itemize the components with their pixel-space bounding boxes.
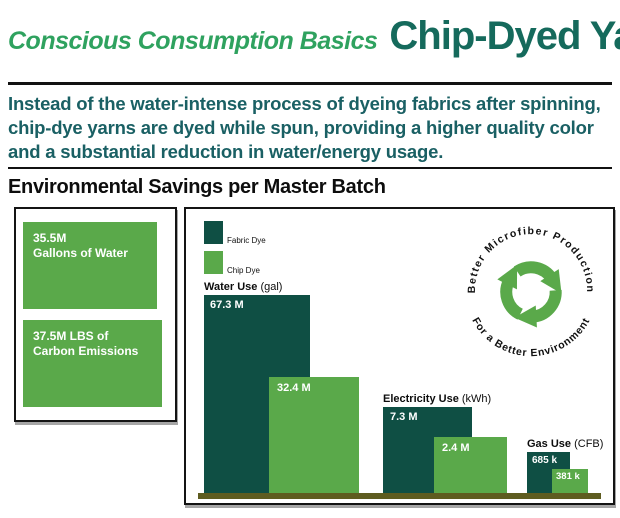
- group-unit: (gal): [260, 281, 283, 293]
- badge-arc-top-text: Better Microfiber Production: [466, 225, 595, 293]
- section-title: Environmental Savings per Master Batch: [8, 176, 386, 198]
- stat-label: Gallons of Water: [33, 246, 128, 260]
- group-label-text: Gas Use: [527, 438, 572, 450]
- legend-label-fabric-dye: Fabric Dye: [227, 236, 266, 245]
- svg-text:For a Better Environment: For a Better Environment: [469, 316, 592, 360]
- bar-value: 32.4 M: [277, 382, 311, 394]
- intro-line: and a substantial reduction in water/ene…: [8, 141, 444, 162]
- bar-value: 685 k: [532, 455, 558, 466]
- chart-baseline: [198, 493, 601, 499]
- bar-value: 67.3 M: [210, 299, 244, 311]
- group-unit: (kWh): [461, 393, 492, 405]
- stat-value: 35.5M: [33, 231, 67, 245]
- stat-label: Carbon Emissions: [33, 344, 139, 358]
- group-label-text: Electricity Use: [383, 393, 459, 405]
- recycling-icon: [497, 261, 562, 328]
- page-title: Chip-Dyed Yarn: [389, 14, 620, 58]
- legend-label-chip-dye: Chip Dye: [227, 266, 260, 275]
- group-label-water-use: Water Use (gal): [204, 281, 282, 293]
- eco-badge: Better Microfiber Production For a Bette…: [466, 225, 596, 360]
- stats-panel: 35.5M Gallons of Water 37.5M LBS of Carb…: [14, 207, 177, 422]
- bar-gas-chip-dye: 381 k: [552, 469, 588, 494]
- bar-electricity-chip-dye: 2.4 M: [434, 437, 507, 494]
- bar-value: 2.4 M: [442, 442, 470, 454]
- section-divider: [8, 167, 612, 169]
- stat-value: 37.5M LBS of: [33, 329, 109, 343]
- header: Conscious Consumption Basics Chip-Dyed Y…: [8, 14, 620, 59]
- stat-box-water-savings: 35.5M Gallons of Water: [23, 222, 157, 309]
- legend-swatch-chip-dye: [204, 251, 223, 274]
- group-label-electricity-use: Electricity Use (kWh): [383, 393, 491, 405]
- bar-value: 381 k: [556, 471, 580, 482]
- series-kicker: Conscious Consumption Basics: [8, 27, 378, 55]
- stat-box-carbon-savings: 37.5M LBS of Carbon Emissions: [23, 320, 162, 407]
- group-label-text: Water Use: [204, 281, 258, 293]
- group-label-gas-use: Gas Use (CFB): [527, 438, 603, 450]
- bar-value: 7.3 M: [390, 411, 418, 423]
- intro-line: chip-dye yarns are dyed while spun, prov…: [8, 117, 594, 138]
- badge-arc-bottom-text: For a Better Environment: [469, 316, 591, 360]
- group-unit: (CFB): [574, 438, 604, 450]
- intro-line: Instead of the water-intense process of …: [8, 93, 601, 114]
- chart-panel: Fabric Dye Chip Dye Water Use (gal) 67.3…: [184, 207, 615, 505]
- header-divider: [8, 82, 612, 85]
- svg-text:Better Microfiber Production: Better Microfiber Production: [466, 225, 596, 293]
- legend-swatch-fabric-dye: [204, 221, 223, 244]
- bar-water-chip-dye: 32.4 M: [269, 377, 359, 494]
- intro-paragraph: Instead of the water-intense process of …: [8, 92, 614, 164]
